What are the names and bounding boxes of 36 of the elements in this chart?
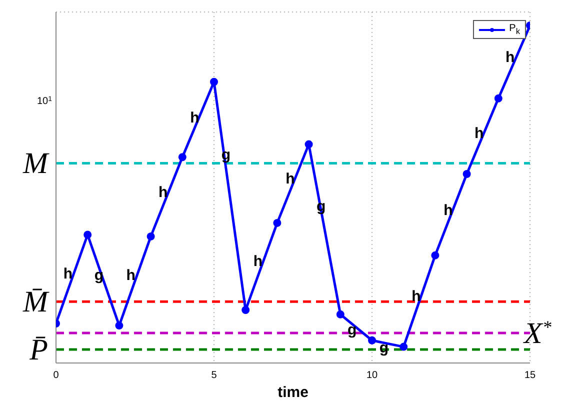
point <box>84 230 92 239</box>
x-tick-label: 5 <box>211 370 218 382</box>
point <box>431 251 440 260</box>
x-axis-title: time <box>278 384 308 401</box>
ref-line-label: P̄ <box>28 334 48 366</box>
point <box>400 342 408 351</box>
point <box>368 336 376 344</box>
point <box>146 232 155 240</box>
point <box>115 322 124 330</box>
point <box>273 218 282 227</box>
annotation: h <box>444 202 453 219</box>
ref-line-label: M <box>22 147 50 180</box>
point <box>336 310 344 318</box>
annotation: g <box>348 322 357 339</box>
point <box>178 153 186 162</box>
annotation: h <box>190 109 200 126</box>
annotation: h <box>412 288 421 305</box>
point <box>494 94 502 102</box>
annotation: h <box>474 124 484 142</box>
annotation: h <box>253 253 263 270</box>
text: 10$^{1}$ <box>36 96 52 107</box>
legend-label: P$_{k}$ <box>509 23 520 36</box>
point <box>242 306 250 314</box>
point <box>462 170 471 178</box>
annotation: h <box>158 184 168 201</box>
x-tick-label: 0 <box>53 370 60 382</box>
annotation: h <box>286 170 295 188</box>
x-tick-label: 10 <box>366 370 378 382</box>
x-tick-label: 15 <box>524 370 536 382</box>
ref-line-label: M̄ <box>22 286 50 319</box>
annotation: h <box>126 267 136 284</box>
point <box>304 140 313 148</box>
point <box>210 78 218 86</box>
ref-line-label: X$^{*}$ <box>523 316 552 350</box>
annotation: h <box>63 266 73 283</box>
annotation: h <box>506 48 515 66</box>
